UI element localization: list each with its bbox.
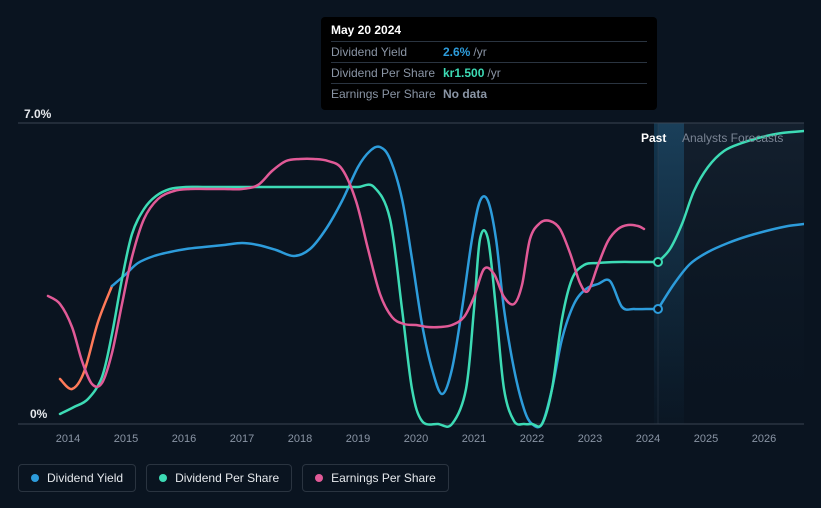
legend-label: Earnings Per Share xyxy=(331,471,436,485)
tooltip-row-value: 2.6% xyxy=(443,45,470,59)
legend-dot-icon xyxy=(315,474,323,482)
x-tick-label: 2025 xyxy=(694,433,718,445)
legend-label: Dividend Yield xyxy=(47,471,123,485)
x-tick-label: 2023 xyxy=(578,433,602,445)
forecast-region-label: Analysts Forecasts xyxy=(682,131,783,145)
tooltip-row-label: Dividend Yield xyxy=(331,45,443,59)
tooltip-row: Dividend Yield2.6%/yr xyxy=(331,41,647,62)
tooltip-row-suffix: /yr xyxy=(487,66,500,80)
y-axis-min-label: 0% xyxy=(30,407,47,421)
tooltip-row-label: Earnings Per Share xyxy=(331,87,443,101)
tooltip-row-label: Dividend Per Share xyxy=(331,66,443,80)
legend-dot-icon xyxy=(31,474,39,482)
x-tick-label: 2021 xyxy=(462,433,486,445)
chart-tooltip: May 20 2024 Dividend Yield2.6%/yrDividen… xyxy=(321,17,657,110)
tooltip-row: Dividend Per Sharekr1.500/yr xyxy=(331,62,647,83)
legend-dot-icon xyxy=(159,474,167,482)
legend-item[interactable]: Dividend Per Share xyxy=(146,464,292,492)
chart-svg xyxy=(18,109,804,429)
tooltip-row-value: No data xyxy=(443,87,487,101)
x-tick-label: 2018 xyxy=(288,433,312,445)
legend-item[interactable]: Earnings Per Share xyxy=(302,464,449,492)
x-tick-label: 2016 xyxy=(172,433,196,445)
tooltip-row-suffix: /yr xyxy=(473,45,486,59)
x-tick-label: 2017 xyxy=(230,433,254,445)
chart-area: 7.0% 0% Past Analysts Forecasts 20142015… xyxy=(18,109,804,429)
x-tick-label: 2019 xyxy=(346,433,370,445)
x-tick-label: 2014 xyxy=(56,433,80,445)
tooltip-row: Earnings Per ShareNo data xyxy=(331,83,647,104)
x-tick-label: 2024 xyxy=(636,433,660,445)
x-tick-label: 2026 xyxy=(752,433,776,445)
chart-legend: Dividend Yield Dividend Per Share Earnings… xyxy=(18,464,449,492)
y-axis-max-label: 7.0% xyxy=(24,107,51,121)
x-tick-label: 2015 xyxy=(114,433,138,445)
tooltip-date: May 20 2024 xyxy=(331,23,647,41)
legend-label: Dividend Per Share xyxy=(175,471,279,485)
past-region-label: Past xyxy=(641,131,666,145)
tooltip-row-value: kr1.500 xyxy=(443,66,484,80)
x-tick-label: 2022 xyxy=(520,433,544,445)
x-tick-label: 2020 xyxy=(404,433,428,445)
legend-item[interactable]: Dividend Yield xyxy=(18,464,136,492)
